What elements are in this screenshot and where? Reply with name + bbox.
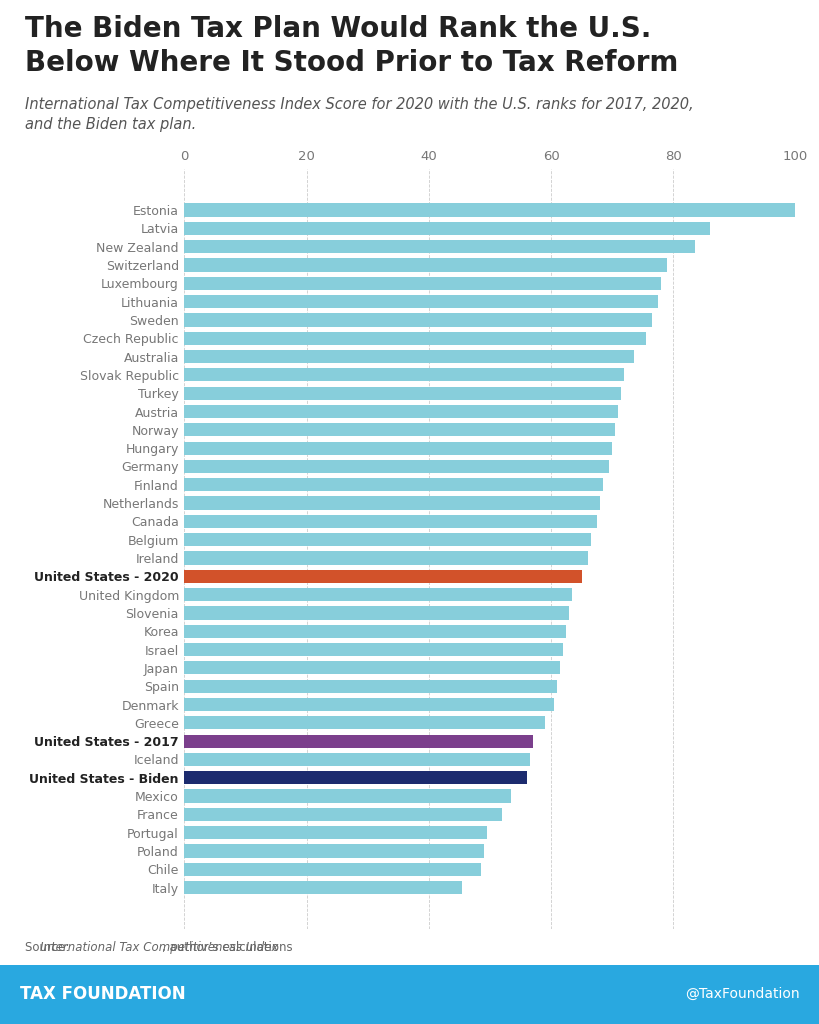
Text: The Biden Tax Plan Would Rank the U.S.
Below Where It Stood Prior to Tax Reform: The Biden Tax Plan Would Rank the U.S. B… xyxy=(25,15,677,77)
Bar xyxy=(184,387,621,399)
Bar xyxy=(184,716,545,729)
Text: International Tax Competitiveness Index: International Tax Competitiveness Index xyxy=(39,941,278,954)
Bar xyxy=(184,698,554,711)
Bar xyxy=(184,295,657,308)
Bar xyxy=(184,369,623,382)
Bar xyxy=(184,258,667,271)
Text: , author’s calculations: , author’s calculations xyxy=(162,941,292,954)
Bar xyxy=(184,643,563,656)
Bar xyxy=(184,753,529,766)
Bar xyxy=(184,515,596,528)
Bar xyxy=(184,534,590,546)
Bar xyxy=(184,790,511,803)
Bar xyxy=(184,478,602,492)
Bar xyxy=(184,625,566,638)
Bar xyxy=(184,332,645,345)
Bar xyxy=(184,222,709,234)
Bar xyxy=(184,845,483,858)
Bar xyxy=(184,423,614,436)
Bar xyxy=(184,808,501,821)
Bar xyxy=(184,313,651,327)
Bar xyxy=(184,606,568,620)
Bar xyxy=(184,240,694,253)
Bar xyxy=(184,771,526,784)
Bar xyxy=(184,734,532,748)
Bar xyxy=(184,863,480,876)
Bar xyxy=(184,204,794,217)
Bar xyxy=(184,881,462,894)
Bar xyxy=(184,569,581,583)
Bar xyxy=(184,826,486,840)
Bar xyxy=(184,662,559,675)
Bar xyxy=(184,460,609,473)
Bar xyxy=(184,588,572,601)
Bar xyxy=(184,276,660,290)
Bar xyxy=(184,404,618,418)
Bar xyxy=(184,441,611,455)
Bar xyxy=(184,552,587,564)
Bar xyxy=(184,497,600,510)
Bar xyxy=(184,350,633,364)
Bar xyxy=(184,680,556,693)
Text: Source:: Source: xyxy=(25,941,73,954)
Text: @TaxFoundation: @TaxFoundation xyxy=(684,987,799,1001)
Text: TAX FOUNDATION: TAX FOUNDATION xyxy=(20,985,186,1004)
Text: International Tax Competitiveness Index Score for 2020 with the U.S. ranks for 2: International Tax Competitiveness Index … xyxy=(25,97,692,132)
